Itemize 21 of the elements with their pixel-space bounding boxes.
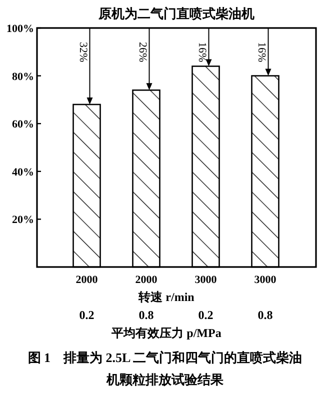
text: 0.8	[258, 308, 273, 322]
text: 0.2	[79, 308, 94, 322]
y-tick-label: 80%	[12, 70, 34, 83]
x-tick-label: 2000	[135, 274, 158, 286]
annotation: 16%	[255, 42, 268, 62]
text: 平均有效压力 p/MPa	[110, 326, 222, 340]
chart-title: 原机为二气门直喷式柴油机	[98, 6, 254, 21]
annotation: 26%	[136, 42, 148, 62]
y-tick-label: 20%	[12, 214, 34, 226]
x-axis-title: 转速 r/min	[138, 290, 195, 304]
caption: 图 1 排量为 2.5L 二气门和四气门的直喷式柴油机颗粒排放试验结果	[26, 349, 304, 389]
x-tick-label: 3000	[254, 274, 277, 286]
annotation: 16%	[196, 42, 208, 62]
x-tick-label: 2000	[76, 274, 98, 286]
y-tick-label: 100%	[6, 23, 34, 35]
text: 0.8	[138, 308, 154, 322]
y-tick-label: 40%	[12, 166, 34, 178]
y-tick-label: 60%	[12, 118, 34, 131]
x-tick-label: 3000	[194, 274, 218, 286]
annotation: 32%	[76, 42, 89, 62]
text: 0.2	[198, 308, 214, 322]
